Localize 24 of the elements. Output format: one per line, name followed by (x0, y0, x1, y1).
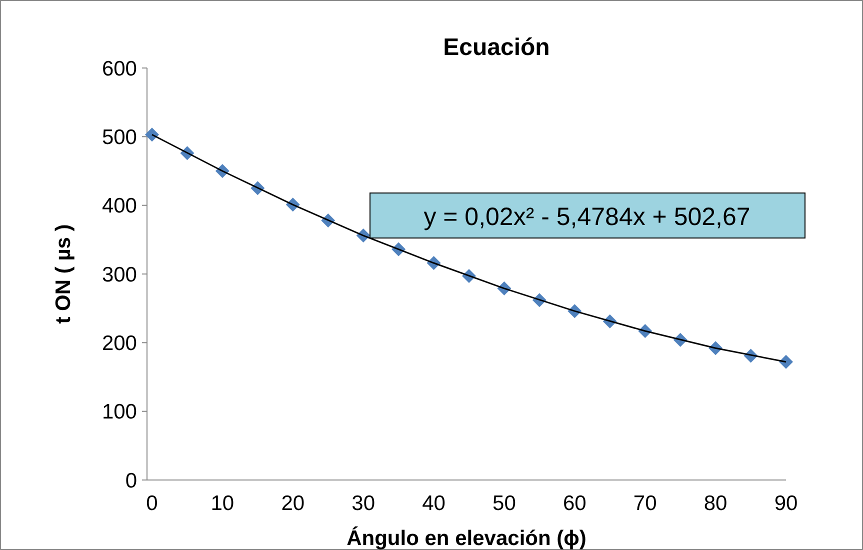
y-tick-label: 400 (102, 194, 137, 218)
y-tick-label: 600 (102, 57, 137, 80)
annotation: y = 0,02x² - 5,4784x + 502,67 (424, 202, 750, 231)
x-tick-label: 60 (562, 492, 586, 515)
x-tick-label: 30 (352, 492, 376, 515)
x-tick-label: 0 (146, 492, 158, 515)
y-tick-label: 300 (102, 263, 137, 286)
x-tick-label: 90 (774, 492, 798, 515)
x-tick-label: 70 (633, 492, 657, 515)
y-tick-label: 0 (125, 469, 137, 492)
point (779, 354, 793, 369)
x-tick-label: 40 (422, 492, 446, 515)
x-tick-label: 10 (210, 492, 234, 515)
x-tick-label: 80 (704, 492, 728, 515)
y-tick-label: 200 (102, 332, 137, 356)
y-tick-label: 100 (102, 400, 137, 424)
chart-title: Ecuación (443, 34, 550, 61)
y-axis-title: t ON ( µs ) (52, 224, 75, 324)
x-axis-title: Ángulo en elevación (ϕ) (346, 526, 586, 550)
point (145, 128, 159, 142)
equation-label: y = 0,02x² - 5,4784x + 502,67 (370, 192, 806, 238)
x-tick-label: 50 (492, 492, 516, 515)
y-tick-label: 500 (102, 126, 137, 150)
x-tick-label: 20 (281, 492, 305, 515)
